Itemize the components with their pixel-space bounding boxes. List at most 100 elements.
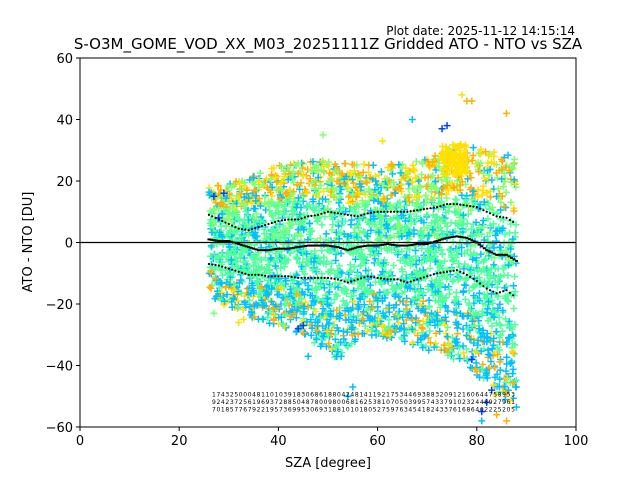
scatter-point <box>261 193 269 201</box>
bin-count-label: 6 <box>471 407 475 414</box>
bin-count-label: 8 <box>283 399 287 406</box>
scatter-point <box>332 290 340 298</box>
bin-count-label: 1 <box>328 407 332 414</box>
scatter-point <box>305 220 313 228</box>
mean-plus-sigma-marker <box>280 219 283 222</box>
scatter-point <box>459 288 467 296</box>
scatter-point <box>469 152 477 160</box>
bin-count-label: 1 <box>266 391 270 398</box>
scatter-point <box>316 234 324 242</box>
bin-count-label: 8 <box>257 391 261 398</box>
scatter-point <box>426 327 434 335</box>
mean-minus-sigma-marker <box>393 278 396 281</box>
mean-plus-sigma-marker <box>512 220 515 224</box>
scatter-point <box>463 192 471 200</box>
bin-count-label: 0 <box>239 391 243 398</box>
scatter-point <box>369 161 377 169</box>
mean-minus-sigma-marker <box>475 279 478 283</box>
mean-plus-sigma-marker <box>267 222 270 226</box>
bin-count-label: 6 <box>462 407 466 414</box>
scatter-point <box>261 234 269 242</box>
mean-plus-sigma-marker <box>399 210 402 213</box>
scatter-point <box>275 314 283 322</box>
mean-minus-sigma-marker <box>277 275 280 278</box>
scatter-point <box>478 417 486 425</box>
bin-count-label: 5 <box>230 407 234 414</box>
mean-minus-sigma-marker <box>439 271 442 274</box>
x-axis-ticks: 0 20 40 60 80 100 <box>76 427 588 449</box>
y-tick-label: 0 <box>65 237 73 252</box>
bin-count-label: 5 <box>275 407 279 414</box>
scatter-point <box>348 216 356 224</box>
mean-plus-sigma-marker <box>459 203 462 206</box>
scatter-point <box>403 201 411 209</box>
scatter-point <box>390 232 398 240</box>
mean-plus-sigma-marker <box>307 215 310 218</box>
bin-count-label: 1 <box>462 391 466 398</box>
bin-count-label: 9 <box>413 399 417 406</box>
mean-minus-sigma-marker <box>495 292 498 295</box>
bin-count-label: 8 <box>355 391 359 398</box>
mean-minus-sigma-marker <box>231 268 234 271</box>
mean-plus-sigma-marker <box>465 204 468 207</box>
mean-plus-sigma-marker <box>449 202 452 206</box>
scatter-point <box>257 289 265 297</box>
mean-plus-sigma-marker <box>270 221 273 225</box>
scatter-point <box>343 185 351 193</box>
bin-count-label: 8 <box>431 391 435 398</box>
scatter-point <box>249 220 257 228</box>
scatter-point <box>335 262 343 270</box>
bin-count-label: 8 <box>498 391 502 398</box>
bin-count-label: 8 <box>306 399 310 406</box>
scatter-point <box>449 228 457 236</box>
y-tick-label: −40 <box>46 360 73 375</box>
y-tick-label: 40 <box>56 114 73 129</box>
mean-minus-sigma-marker <box>297 276 300 279</box>
mean-minus-sigma-marker <box>333 277 336 280</box>
mean-plus-sigma-marker <box>224 221 227 224</box>
mean-minus-sigma-marker <box>488 289 492 292</box>
bin-count-label: 4 <box>480 391 484 398</box>
mean-minus-sigma-marker <box>396 278 399 281</box>
bin-count-label: 5 <box>511 407 515 414</box>
mean-plus-sigma-marker <box>313 214 316 217</box>
scatter-point <box>322 230 330 238</box>
scatter-point <box>496 300 504 308</box>
scatter-point <box>456 343 464 351</box>
scatter-point <box>297 232 305 240</box>
bin-count-label: 9 <box>288 391 292 398</box>
bin-count-label: 6 <box>475 391 479 398</box>
scatter-point <box>379 268 387 276</box>
mean-minus-sigma-marker <box>353 279 356 282</box>
scatter-point <box>507 217 515 225</box>
bin-count-label: 1 <box>275 391 279 398</box>
bin-count-label: 2 <box>484 407 488 414</box>
scatter-point <box>492 231 500 239</box>
mean-minus-sigma-marker <box>363 276 366 279</box>
scatter-point <box>505 334 513 342</box>
mean-minus-sigma-marker <box>406 281 409 284</box>
mean-minus-sigma-marker <box>383 277 386 280</box>
mean-plus-sigma-marker <box>432 206 435 209</box>
mean-minus-sigma-marker <box>221 265 224 268</box>
bin-count-label: 2 <box>225 399 229 406</box>
mean-minus-sigma-marker <box>340 279 343 282</box>
scatter-point <box>449 238 457 246</box>
bin-count-label: 5 <box>292 399 296 406</box>
scatter-point <box>340 204 348 212</box>
scatter-point <box>492 328 500 336</box>
mean-plus-sigma-marker <box>214 216 217 219</box>
bin-count-label: 0 <box>279 391 283 398</box>
scatter-point <box>469 144 477 152</box>
scatter-point <box>499 384 507 392</box>
scatter-point <box>337 250 345 258</box>
bin-count-label: 1 <box>266 407 270 414</box>
bin-count-label: 2 <box>440 391 444 398</box>
mean-plus-sigma-marker <box>254 227 257 230</box>
mean-plus-sigma-marker <box>343 213 346 216</box>
scatter-point <box>494 304 502 312</box>
scatter-point <box>412 246 420 254</box>
bin-count-label: 2 <box>489 407 493 414</box>
mean-plus-sigma-marker <box>442 203 445 207</box>
mean-minus-sigma-marker <box>399 279 402 282</box>
